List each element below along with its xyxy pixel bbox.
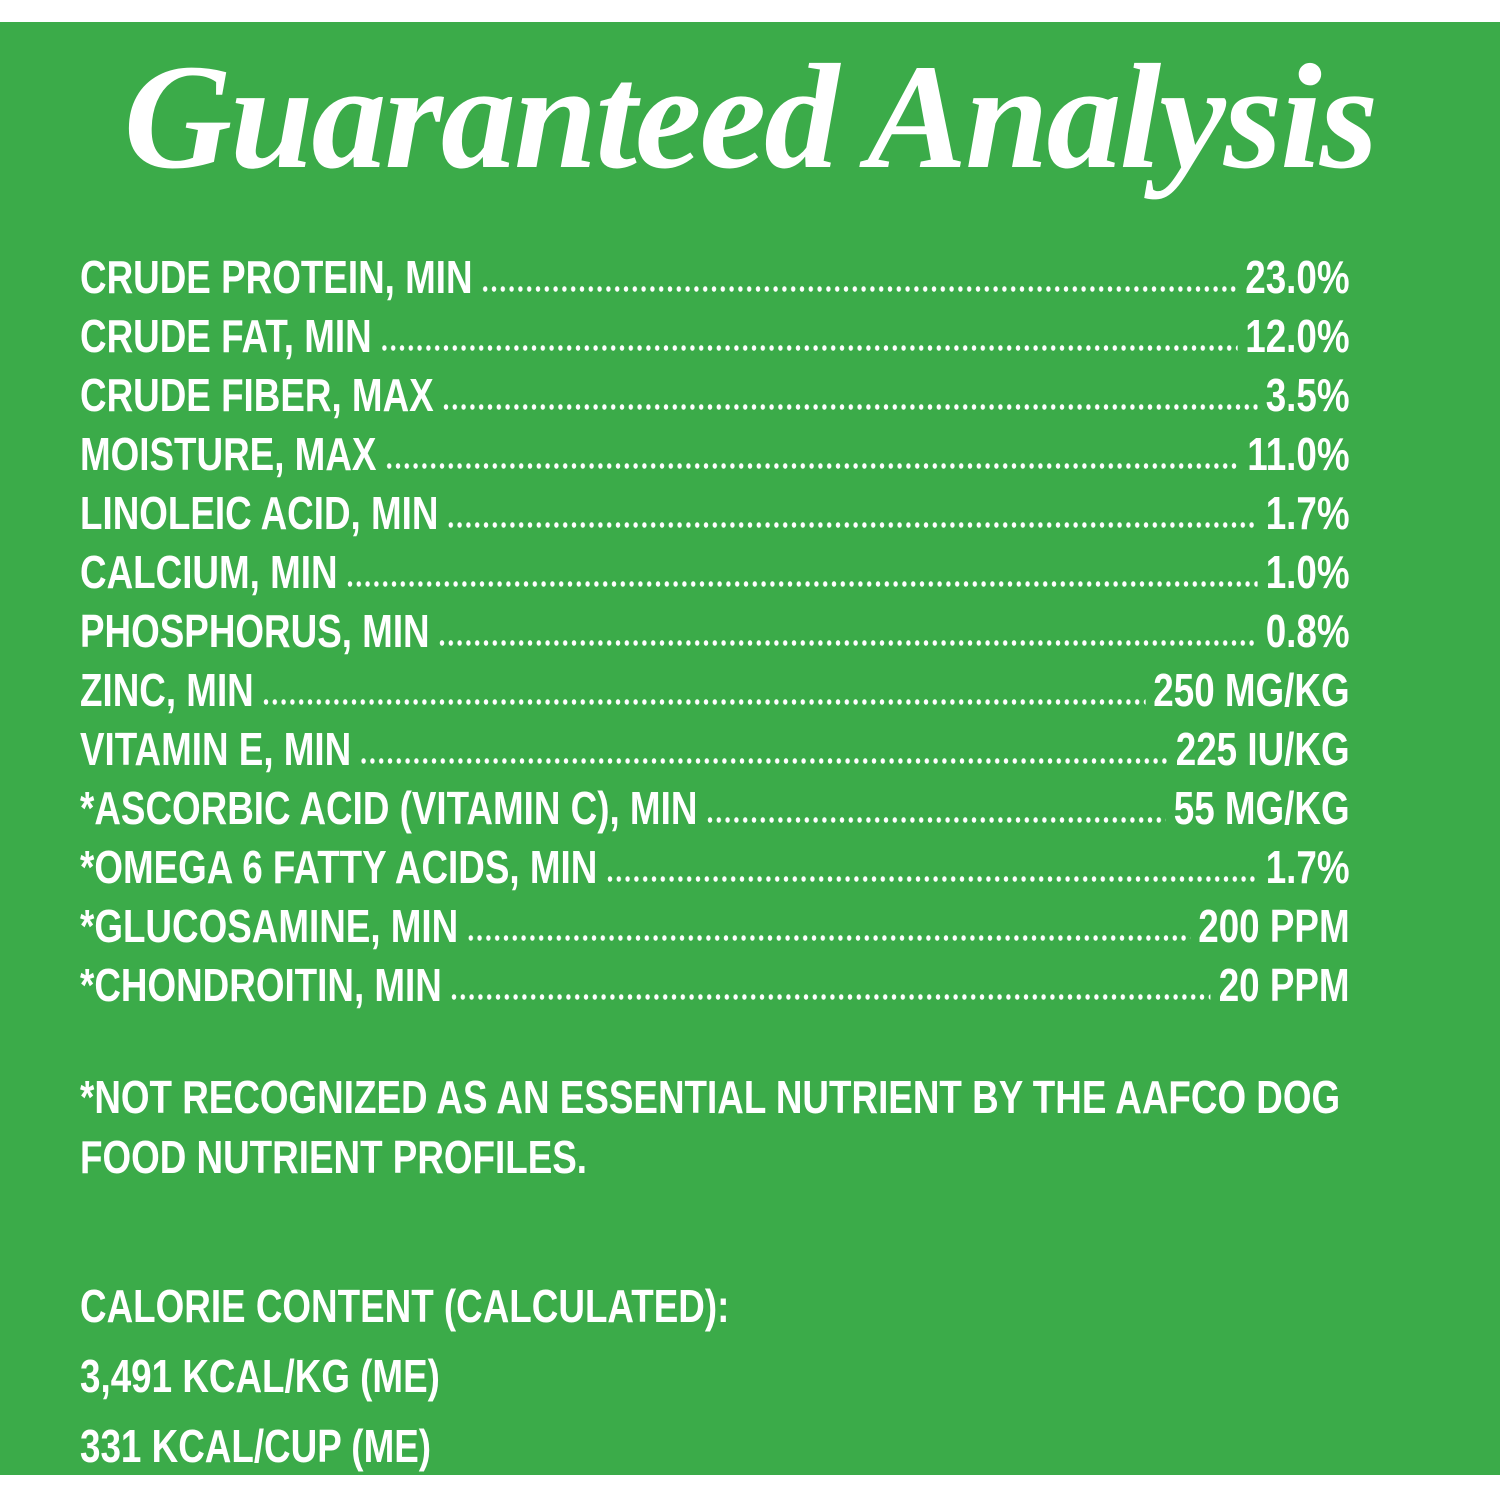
calorie-heading: CALORIE CONTENT (CALCULATED): <box>80 1280 730 1332</box>
nutrient-value: 1.7% <box>1265 841 1350 893</box>
nutrient-value: 55 MG/KG <box>1173 782 1350 834</box>
nutrient-label: CRUDE PROTEIN, MIN <box>80 251 473 303</box>
nutrient-value: 0.8% <box>1265 605 1350 657</box>
rows: CRUDE PROTEIN, MIN 23.0% CRUDE FAT, MIN 12.… <box>80 248 1350 1015</box>
title: Guaranteed Analysis <box>123 34 1378 200</box>
calorie-line: 3,491 KCAL/KG (ME) <box>80 1350 440 1402</box>
nutrient-row: *ASCORBIC ACID (VITAMIN C), MIN 55 MG/KG <box>80 779 1350 838</box>
nutrient-row: *OMEGA 6 FATTY ACIDS, MIN 1.7% <box>80 838 1350 897</box>
dot-leader <box>384 462 1240 470</box>
nutrient-row: ZINC, MIN 250 MG/KG <box>80 661 1350 720</box>
dot-leader <box>446 521 1258 529</box>
nutrient-value: 1.0% <box>1265 546 1350 598</box>
nutrient-label: MOISTURE, MAX <box>80 428 377 480</box>
footnote: *NOT RECOGNIZED AS AN ESSENTIAL NUTRIENT… <box>80 1071 1341 1183</box>
dot-leader <box>441 403 1258 411</box>
nutrient-label: *CHONDROITIN, MIN <box>80 959 442 1011</box>
calorie-line: 331 KCAL/CUP (ME) <box>80 1420 432 1472</box>
dot-leader <box>437 639 1258 647</box>
nutrient-value: 11.0% <box>1247 428 1350 480</box>
dot-leader <box>705 816 1166 824</box>
nutrient-label: PHOSPHORUS, MIN <box>80 605 430 657</box>
nutrient-value: 23.0% <box>1245 251 1350 303</box>
nutrient-value: 1.7% <box>1265 487 1350 539</box>
nutrient-label: *OMEGA 6 FATTY ACIDS, MIN <box>80 841 598 893</box>
nutrient-value: 250 MG/KG <box>1153 664 1350 716</box>
dot-leader <box>379 344 1238 352</box>
nutrient-row: LINOLEIC ACID, MIN 1.7% <box>80 484 1350 543</box>
nutrient-label: *GLUCOSAMINE, MIN <box>80 900 459 952</box>
nutrient-row: *GLUCOSAMINE, MIN 200 PPM <box>80 897 1350 956</box>
dot-leader <box>466 934 1191 942</box>
dot-leader <box>605 875 1258 883</box>
nutrient-row: CRUDE FIBER, MAX 3.5% <box>80 366 1350 425</box>
nutrient-value: 3.5% <box>1265 369 1350 421</box>
nutrient-label: CRUDE FIBER, MAX <box>80 369 434 421</box>
nutrient-value: 20 PPM <box>1218 959 1350 1011</box>
dot-leader <box>359 757 1168 765</box>
nutrient-value: 225 IU/KG <box>1175 723 1350 775</box>
dot-leader <box>345 580 1258 588</box>
analysis: CRUDE PROTEIN, MIN 23.0% CRUDE FAT, MIN 12.… <box>80 248 1350 1481</box>
nutrient-label: LINOLEIC ACID, MIN <box>80 487 439 539</box>
nutrient-row: *CHONDROITIN, MIN 20 PPM <box>80 956 1350 1015</box>
nutrient-label: CALCIUM, MIN <box>80 546 338 598</box>
nutrient-label: VITAMIN E, MIN <box>80 723 352 775</box>
nutrient-row: MOISTURE, MAX 11.0% <box>80 425 1350 484</box>
nutrient-label: *ASCORBIC ACID (VITAMIN C), MIN <box>80 782 698 834</box>
calorie-content: CALORIE CONTENT (CALCULATED): 3,491 KCAL… <box>80 1271 1350 1481</box>
nutrient-row: VITAMIN E, MIN 225 IU/KG <box>80 720 1350 779</box>
nutrient-value: 200 PPM <box>1198 900 1350 952</box>
nutrient-row: CALCIUM, MIN 1.0% <box>80 543 1350 602</box>
nutrient-label: CRUDE FAT, MIN <box>80 310 372 362</box>
nutrient-row: PHOSPHORUS, MIN 0.8% <box>80 602 1350 661</box>
label-panel: Guaranteed Analysis CRUDE PROTEIN, MIN 23… <box>0 22 1500 1475</box>
nutrient-value: 12.0% <box>1245 310 1350 362</box>
nutrient-row: CRUDE FAT, MIN 12.0% <box>80 307 1350 366</box>
dot-leader <box>480 285 1238 293</box>
nutrient-label: ZINC, MIN <box>80 664 254 716</box>
dot-leader <box>449 993 1211 1001</box>
dot-leader <box>261 698 1146 706</box>
nutrient-row: CRUDE PROTEIN, MIN 23.0% <box>80 248 1350 307</box>
